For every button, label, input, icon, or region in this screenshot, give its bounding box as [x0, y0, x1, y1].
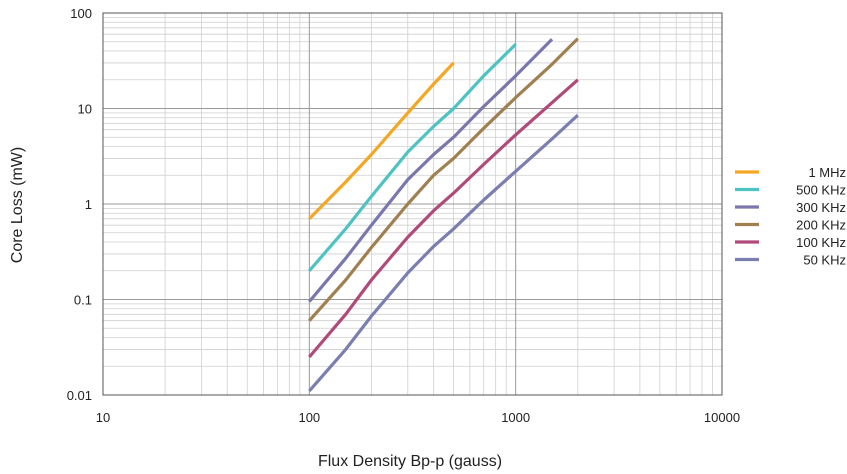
plot-border [102, 12, 723, 396]
series-line [308, 38, 554, 303]
legend-label: 200 KHz [796, 218, 846, 233]
series-lines [308, 37, 579, 393]
plot-frame [102, 12, 723, 396]
y-tick-labels: 100 10 1 0.1 0.01 [67, 6, 92, 403]
x-axis-label: Flux Density Bp-p (gauss) [318, 453, 502, 470]
x-tick-labels: 10 100 1000 10000 [96, 410, 740, 425]
y-tick-label: 0.01 [67, 388, 92, 403]
y-tick-label: 10 [78, 102, 92, 117]
legend: 1 MHz 500 KHz 300 KHz 200 KHz 100 KHz 50 KHz [735, 165, 846, 268]
series-line [308, 61, 455, 220]
legend-label: 500 KHz [796, 183, 846, 198]
x-tick-label: 1000 [501, 410, 530, 425]
legend-label: 1 MHz [808, 165, 846, 180]
legend-label: 100 KHz [796, 235, 846, 250]
x-tick-label: 10000 [704, 410, 740, 425]
y-tick-label: 0.1 [74, 293, 92, 308]
legend-label: 300 KHz [796, 200, 846, 215]
series-line [308, 37, 579, 322]
x-tick-label: 10 [96, 410, 110, 425]
series-line [308, 43, 517, 272]
x-tick-label: 100 [298, 410, 320, 425]
y-axis-label: Core Loss (mW) [9, 147, 26, 263]
series-line [308, 114, 579, 393]
y-tick-label: 100 [70, 6, 92, 21]
series-line [308, 78, 579, 359]
y-tick-label: 1 [85, 197, 92, 212]
legend-label: 50 KHz [803, 253, 846, 268]
